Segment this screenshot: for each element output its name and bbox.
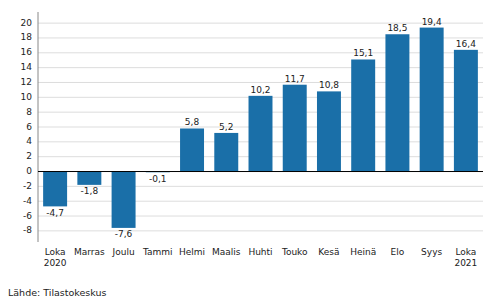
data-label: 10,2 (250, 85, 270, 95)
chart-svg: -8 -6 -4 -2 0 2 4 6 8 10 12 14 16 18 20 -4,7 -1,8 -7,6 -0,… (0, 0, 493, 304)
source-note: Lähde: Tilastokeskus (8, 287, 107, 298)
x-tick-label: Joulu (112, 247, 135, 257)
data-label: 10,8 (319, 80, 339, 90)
x-tick-label: Loka2020 (44, 247, 67, 268)
grid-line (38, 23, 483, 24)
grid-line (38, 230, 483, 231)
data-label: 11,7 (285, 74, 305, 84)
bar (112, 172, 136, 228)
data-label: -0,1 (149, 174, 167, 184)
data-label: 15,1 (353, 48, 373, 58)
data-labels: -4,7 -1,8 -7,6 -0,1 5,8 5,2 10,2 11,7 10,8 15,1 18… (46, 17, 476, 240)
y-axis-line (38, 12, 39, 242)
bar (454, 50, 478, 172)
grid-line (38, 171, 483, 172)
bar (385, 34, 409, 171)
data-label: 5,2 (219, 122, 233, 132)
y-tick-label: -8 (23, 225, 32, 235)
y-tick-label: 8 (26, 107, 32, 117)
grid-line (38, 82, 483, 83)
bar (77, 172, 101, 185)
bar (180, 128, 204, 171)
grid (38, 23, 483, 231)
bar (214, 133, 238, 172)
y-tick-label: 0 (26, 166, 32, 176)
x-tick-label: Huhti (248, 247, 272, 257)
bar (43, 172, 67, 207)
y-tick-label: 12 (21, 77, 32, 87)
y-tick-label: -4 (23, 196, 32, 206)
grid-line (38, 216, 483, 217)
bar (317, 91, 341, 171)
x-tick-label: Maalis (212, 247, 241, 257)
y-tick-label: 18 (21, 32, 33, 42)
data-label: -7,6 (115, 229, 133, 239)
bar (283, 85, 307, 172)
x-axis: Loka2020 Marras Joulu Tammi Helmi Maalis Huhti… (44, 247, 478, 268)
y-tick-label: -2 (23, 181, 32, 191)
bar (420, 28, 444, 172)
bar (351, 59, 375, 171)
y-tick-label: 10 (21, 92, 33, 102)
x-tick-label: Tammi (142, 247, 173, 257)
y-tick-label: 20 (21, 18, 33, 28)
grid-line (38, 52, 483, 53)
x-tick-label: Heinä (350, 247, 376, 257)
data-label: 5,8 (185, 117, 200, 127)
chart-container: -8 -6 -4 -2 0 2 4 6 8 10 12 14 16 18 20 -4,7 -1,8 -7,6 -0,… (0, 0, 493, 304)
zero-line (38, 171, 483, 172)
y-tick-label: 16 (21, 47, 33, 57)
x-tick-label: Elo (391, 247, 405, 257)
y-tick-label: 4 (26, 136, 32, 146)
data-label: -4,7 (46, 208, 64, 218)
x-tick-label: Syys (421, 247, 442, 257)
x-tick-label: Kesä (318, 247, 339, 257)
y-tick-label: 14 (21, 62, 33, 72)
data-label: -1,8 (81, 186, 99, 196)
data-label: 18,5 (387, 23, 407, 33)
y-tick-label: -6 (23, 211, 32, 221)
x-tick-label: Marras (74, 247, 105, 257)
y-axis: -8 -6 -4 -2 0 2 4 6 8 10 12 14 16 18 20 (21, 12, 38, 242)
grid-line (38, 67, 483, 68)
bar (249, 96, 273, 172)
x-tick-label: Touko (281, 247, 308, 257)
bars (43, 28, 478, 228)
grid-line (38, 201, 483, 202)
grid-line (38, 37, 483, 38)
data-label: 19,4 (422, 17, 442, 27)
x-tick-label: Loka2021 (454, 247, 477, 268)
y-tick-label: 2 (26, 151, 32, 161)
y-tick-label: 6 (26, 122, 32, 132)
grid-line (38, 186, 483, 187)
x-tick-label: Helmi (179, 247, 205, 257)
data-label: 16,4 (456, 39, 476, 49)
